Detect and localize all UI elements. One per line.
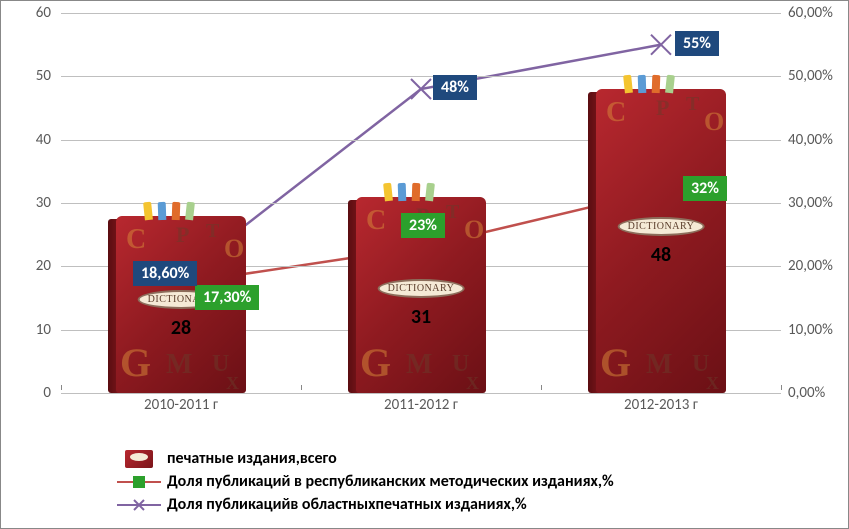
data-label-purple: 18,60% — [133, 261, 197, 286]
y-right-tick: 20,00% — [788, 257, 833, 275]
legend-label: Доля публикаций в республиканских методи… — [167, 472, 614, 491]
data-label-purple: 48% — [433, 75, 477, 100]
y-axis-left: 0102030405060 — [1, 13, 56, 393]
gridline — [61, 13, 781, 14]
bar-value: 28 — [171, 316, 191, 340]
x-tick-mark — [781, 385, 782, 390]
x-tick-mark — [301, 385, 302, 390]
legend-label: Доля публикацийв областныхпечатных издан… — [167, 495, 527, 514]
book-icon — [116, 450, 161, 468]
y-right-tick: 10,00% — [788, 321, 833, 339]
green-series-icon — [116, 475, 161, 489]
x-label: 2011-2012 г — [384, 396, 458, 414]
y-right-tick: 60,00% — [788, 4, 833, 22]
legend-item-bars: печатные издания,всего — [116, 449, 796, 468]
plot-area: CPTOGMUXDICTIONARY28CPTOGMUXDICTIONARY31… — [61, 13, 781, 393]
data-label-green: 23% — [401, 213, 445, 238]
y-axis-right: 0,00%10,00%20,00%30,00%40,00%50,00%60,00… — [783, 13, 848, 393]
y-right-tick: 0,00% — [788, 384, 825, 402]
y-right-tick: 50,00% — [788, 67, 833, 85]
book-oval-label: DICTIONARY — [378, 279, 465, 298]
bar-value: 31 — [411, 305, 431, 329]
chart-container: 0 10 20 30 40 50 60 0,00% 10,00% 20,00% 30,00% 40,… — [0, 0, 849, 529]
legend-item-purple: Доля публикацийв областныхпечатных издан… — [116, 495, 796, 514]
y-right-tick: 30,00% — [788, 194, 833, 212]
legend-item-green: Доля публикаций в республиканских методи… — [116, 472, 796, 491]
y-left-tick: 50 — [36, 67, 51, 85]
y-left-tick: 20 — [36, 257, 51, 275]
y-left-tick: 40 — [36, 131, 51, 149]
x-axis: 2010-2011 г 2011-2012 г 2012-2013 г — [61, 390, 781, 420]
y-right-tick: 40,00% — [788, 131, 833, 149]
data-label-green: 32% — [683, 176, 727, 201]
x-tick-mark — [61, 385, 62, 390]
x-tick-mark — [541, 385, 542, 390]
legend: печатные издания,всего Доля публикаций в… — [116, 449, 796, 518]
bar-book: CPTOGMUXDICTIONARY48 — [596, 89, 726, 393]
x-label: 2010-2011 г — [144, 396, 218, 414]
y-left-tick: 60 — [36, 4, 51, 22]
y-left-tick: 10 — [36, 321, 51, 339]
legend-label: печатные издания,всего — [167, 449, 337, 468]
data-label-green: 17,30% — [195, 285, 259, 310]
x-label: 2012-2013 г — [624, 396, 698, 414]
y-left-tick: 0 — [43, 384, 51, 402]
data-label-purple: 55% — [675, 31, 719, 56]
book-oval-label: DICTIONARY — [618, 217, 705, 236]
purple-series-icon — [116, 498, 161, 512]
bar-value: 48 — [651, 243, 671, 267]
y-left-tick: 30 — [36, 194, 51, 212]
